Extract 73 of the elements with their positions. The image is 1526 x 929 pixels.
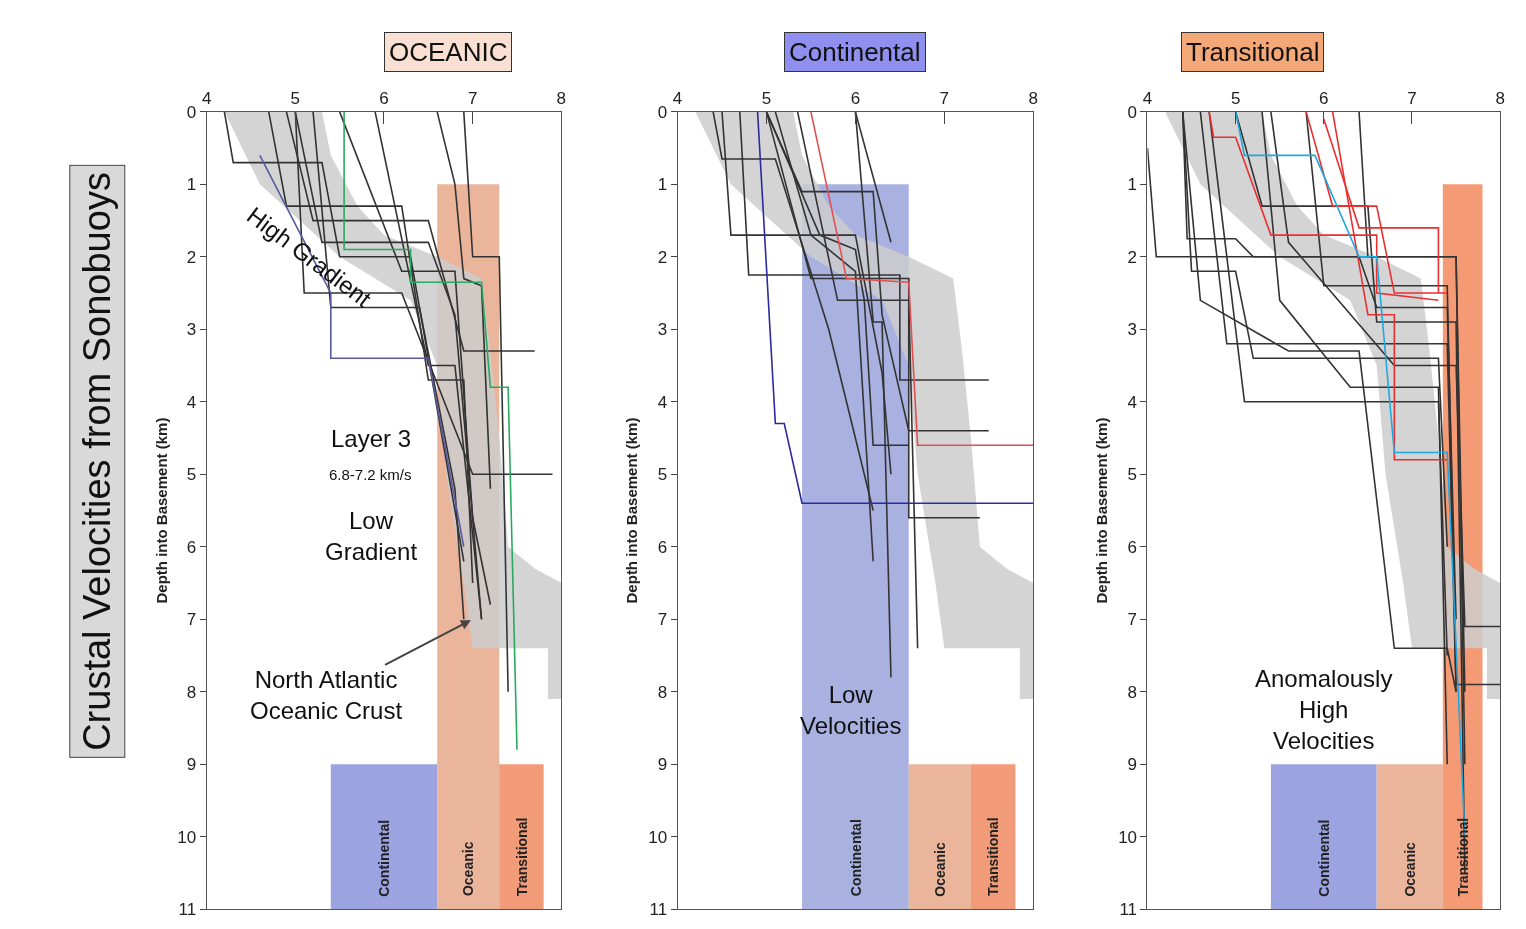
y-tick-label: 11	[1119, 900, 1138, 920]
x-tick-label: 6	[850, 89, 861, 109]
text: Crustal Velocities from Sonobuoys	[76, 172, 119, 751]
y-tick-label: 7	[1127, 610, 1138, 630]
series-label: Oceanic	[1401, 841, 1418, 897]
annotation: Low Gradient	[325, 507, 418, 566]
chart-title: Transitional	[1186, 37, 1320, 67]
y-tick-label: 11	[178, 900, 197, 920]
series-label: Oceanic	[460, 841, 477, 897]
y-tick-label: 7	[186, 610, 197, 630]
x-tick-label: 8	[1495, 89, 1505, 109]
y-tick-label: 10	[177, 827, 197, 847]
x-tick-label: 4	[201, 89, 212, 109]
annotation: 6.8-7.2 km/s	[329, 466, 412, 483]
y-tick-label: 5	[657, 465, 668, 485]
y-tick-label: 4	[186, 392, 197, 412]
y-tick-label: 5	[1127, 465, 1138, 485]
y-tick-label: 8	[657, 682, 668, 702]
y-axis-title: Depth into Basement (km)	[152, 417, 170, 604]
y-tick-label: 1	[1127, 175, 1138, 195]
x-tick-label: 5	[290, 89, 301, 109]
y-tick-label: 1	[657, 175, 668, 195]
y-tick-label: 5	[186, 465, 197, 485]
chart-title: Continental	[789, 37, 921, 67]
y-tick-label: 2	[1127, 247, 1138, 267]
x-tick-label: 6	[1319, 89, 1329, 109]
y-tick-label: 6	[1127, 537, 1138, 557]
annotation: Low Velocities	[800, 681, 902, 740]
y-tick-label: 11	[649, 900, 668, 920]
x-tick-label: 4	[672, 89, 683, 109]
y-tick-label: 6	[657, 537, 668, 557]
x-tick-label: 5	[1230, 89, 1241, 109]
series-label: Transitional	[513, 817, 530, 897]
y-tick-label: 1	[186, 175, 197, 195]
y-tick-label: 4	[657, 392, 668, 412]
x-tick-label: 6	[379, 89, 389, 109]
y-tick-label: 3	[657, 320, 668, 340]
y-tick-label: 0	[186, 102, 197, 122]
chart-title: OCEANIC	[389, 37, 508, 67]
y-tick-label: 8	[1127, 682, 1138, 702]
y-tick-label: 3	[1127, 320, 1138, 340]
x-tick-label: 7	[939, 89, 950, 109]
y-tick-label: 4	[1127, 392, 1138, 412]
y-tick-label: 3	[186, 320, 197, 340]
x-tick-label: 7	[467, 89, 478, 109]
x-tick-label: 8	[556, 89, 567, 109]
series-label: Continental	[847, 819, 864, 897]
y-tick-label: 9	[657, 755, 668, 775]
y-tick-label: 0	[1127, 102, 1138, 122]
y-tick-label: 2	[186, 247, 197, 267]
annotation: Layer 3	[331, 425, 412, 452]
annotation: North Atlantic Oceanic Crust	[250, 666, 403, 725]
series-label: Transitional	[1454, 817, 1471, 897]
x-tick-label: 8	[1028, 89, 1038, 109]
series-label: Continental	[1315, 819, 1332, 897]
x-tick-label: 7	[1407, 89, 1417, 109]
y-axis-title: Depth into Basement (km)	[1093, 417, 1111, 604]
x-tick-label: 4	[1142, 89, 1153, 109]
y-tick-label: 0	[657, 102, 668, 122]
series-label: Continental	[376, 819, 393, 897]
y-tick-label: 2	[657, 247, 668, 267]
y-tick-label: 6	[186, 537, 197, 557]
y-tick-label: 9	[186, 755, 197, 775]
y-axis-title: Depth into Basement (km)	[623, 417, 641, 604]
y-tick-label: 10	[1118, 827, 1138, 847]
y-tick-label: 9	[1127, 755, 1138, 775]
series-label: Oceanic	[932, 842, 949, 897]
series-label: Transitional	[985, 817, 1002, 897]
y-tick-label: 8	[186, 682, 197, 702]
annotation: Anomalously High Velocities	[1255, 665, 1393, 755]
y-tick-label: 7	[657, 610, 668, 630]
x-tick-label: 5	[761, 89, 772, 109]
y-tick-label: 10	[648, 827, 668, 847]
